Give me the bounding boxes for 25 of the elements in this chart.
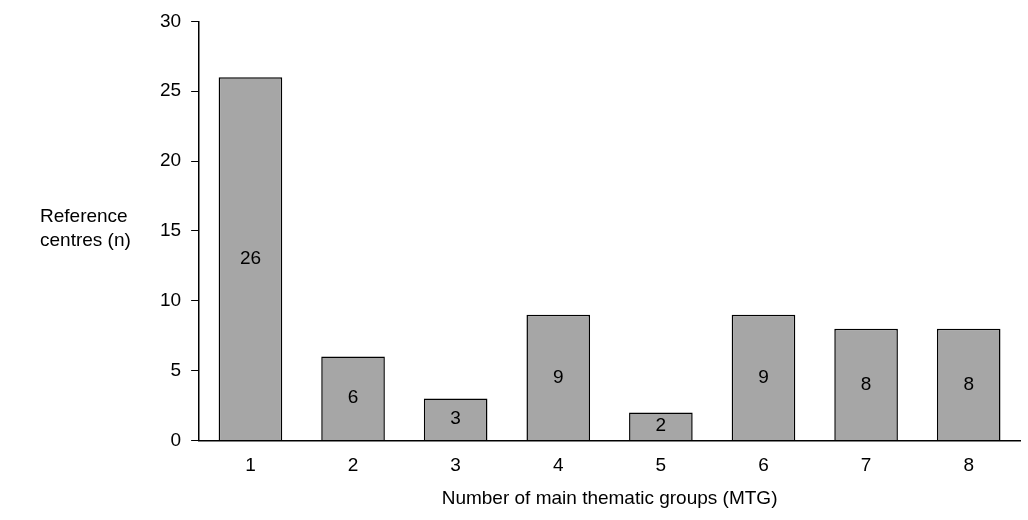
data-label: 26 [239,246,262,268]
x-tick-label: 5 [655,454,667,476]
x-tick-label: 8 [963,454,974,476]
x-tick-label: 6 [758,454,769,476]
data-label: 3 [450,407,461,429]
x-axis-title: Number of main thematic groups (MTG) [441,486,778,508]
data-label: 6 [347,386,359,408]
y-axis-title: Reference centres (n) [40,204,132,252]
y-tick-label: 25 [159,79,182,101]
y-tick-label: 0 [170,428,182,450]
data-label: 8 [963,372,974,394]
data-label: 9 [552,365,564,387]
y-tick-label: 5 [170,358,182,380]
y-tick-label: 30 [159,9,182,31]
x-tick-label: 3 [450,454,461,476]
x-tick-label: 7 [860,454,872,476]
x-tick-label: 2 [347,454,359,476]
data-label: 9 [758,365,769,387]
y-tick-label: 15 [159,219,182,241]
y-tick-label: 20 [159,149,182,171]
data-label: 2 [655,414,667,436]
x-tick-label: 4 [552,454,564,476]
y-tick-label: 10 [159,288,182,310]
x-tick-label: 1 [245,454,256,476]
data-label: 8 [860,372,872,394]
